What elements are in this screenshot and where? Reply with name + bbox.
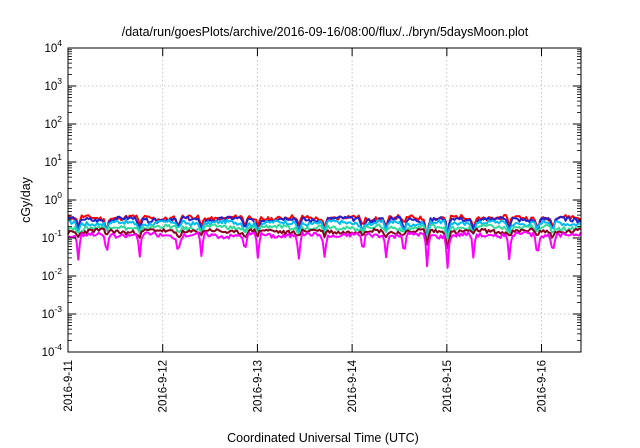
x-tick-label: 2016-9-15 (442, 360, 454, 412)
series-layer (67, 213, 582, 269)
y-tick-label: 100 (44, 190, 62, 207)
y-tick-base: 10 (44, 195, 57, 207)
y-tick-exponent: 3 (57, 76, 62, 86)
y-axis-label: cGy/day (19, 176, 33, 223)
y-tick-base: 10 (44, 81, 57, 93)
series-line (68, 218, 582, 243)
series-line (67, 231, 582, 269)
y-tick-label: 10-3 (42, 304, 63, 321)
y-tick-base: 10 (42, 233, 55, 245)
y-tick-base: 10 (42, 271, 55, 283)
y-tick-base: 10 (42, 309, 55, 321)
y-tick-label: 103 (44, 76, 62, 93)
y-tick-label: 10-4 (42, 342, 63, 359)
y-tick-label: 10-2 (42, 266, 63, 283)
x-tick-label: 2016-9-11 (63, 360, 75, 412)
y-tick-exponent: 0 (57, 190, 62, 200)
x-tick-label: 2016-9-14 (347, 359, 359, 412)
y-tick-base: 10 (44, 119, 57, 131)
y-tick-exponent: 2 (57, 114, 62, 124)
y-tick-base: 10 (42, 347, 55, 359)
axis-ticks (67, 47, 581, 353)
y-tick-exponent: -4 (54, 342, 62, 352)
x-tick-labels: 2016-9-11 2016-9-12 2016-9-13 2016-9-14 2016… (63, 359, 549, 412)
series-line (67, 223, 582, 243)
y-tick-exponent: -1 (54, 228, 62, 238)
y-tick-exponent: -3 (54, 304, 62, 314)
y-tick-exponent: -2 (54, 266, 62, 276)
y-tick-base: 10 (44, 43, 57, 55)
x-tick-label: 2016-9-16 (537, 360, 549, 412)
chart-title: /data/run/goesPlots/archive/2016-09-16/0… (122, 25, 529, 39)
y-tick-label: 102 (44, 114, 62, 131)
y-tick-base: 10 (44, 157, 57, 169)
x-tick-label: 2016-9-13 (252, 360, 264, 412)
x-axis-label: Coordinated Universal Time (UTC) (227, 431, 419, 445)
x-tick-label: 2016-9-12 (158, 360, 170, 412)
y-tick-exponent: 4 (57, 38, 62, 48)
y-tick-exponent: 1 (57, 152, 62, 162)
y-tick-label: 104 (44, 38, 62, 55)
y-tick-label: 101 (44, 152, 62, 169)
grid-lines (68, 48, 581, 352)
y-tick-label: 10-1 (42, 228, 63, 245)
